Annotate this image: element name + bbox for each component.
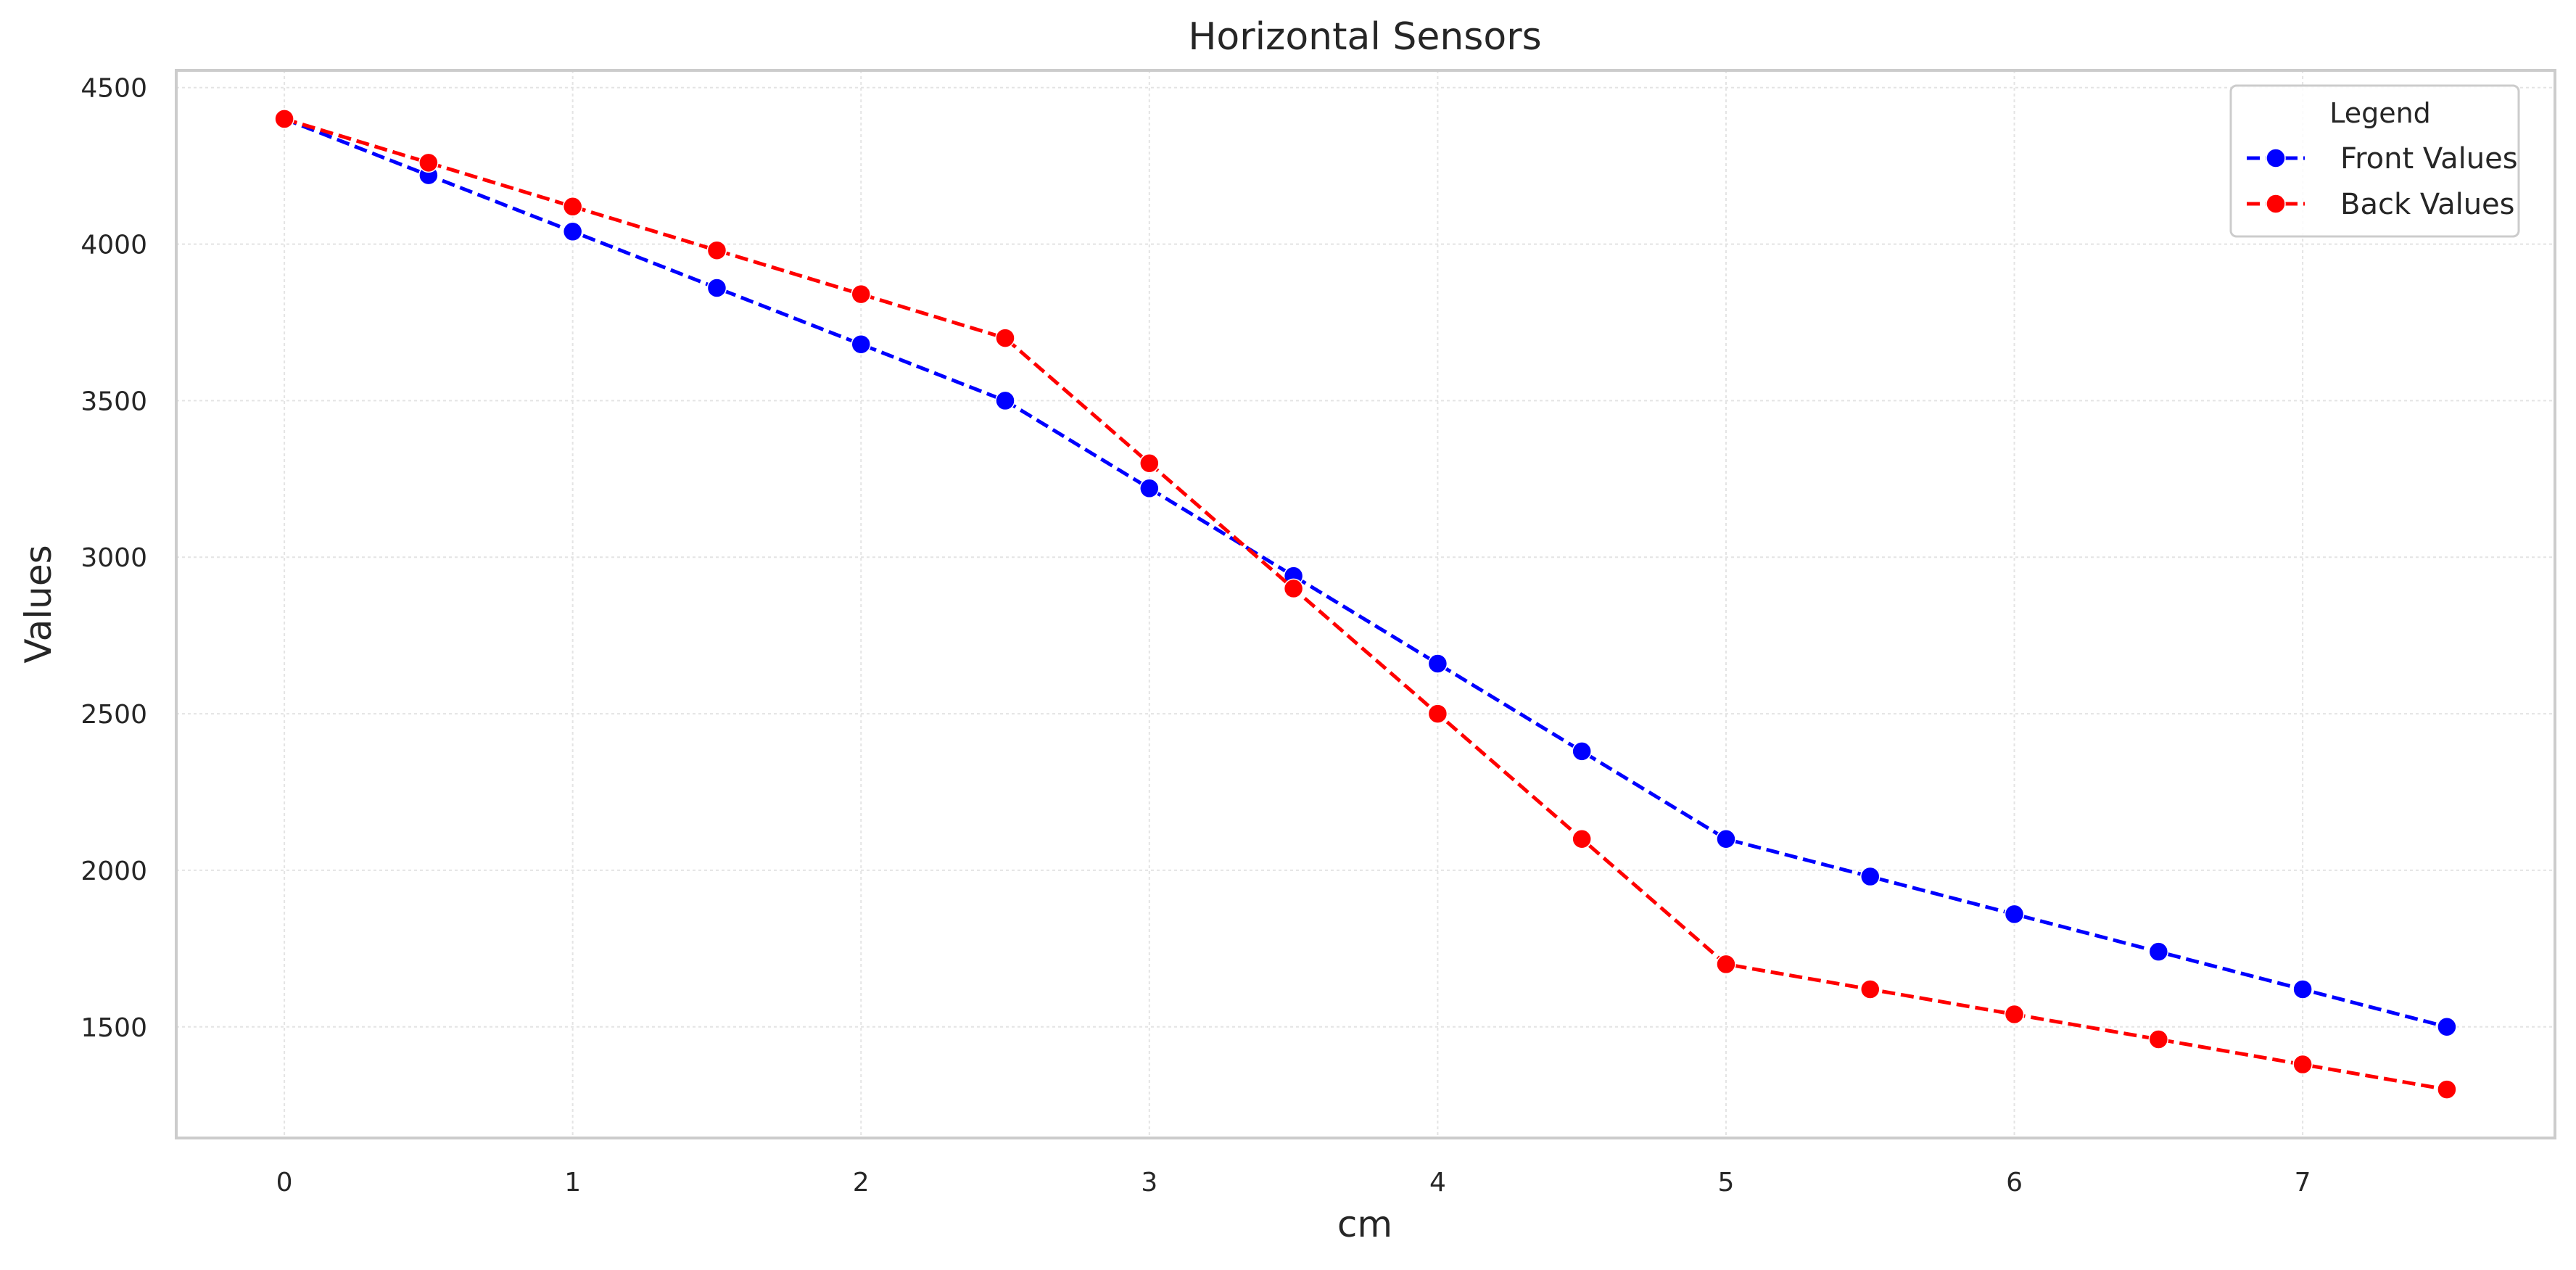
x-tick-label: 4 [1429, 1168, 1446, 1197]
x-tick-label: 1 [564, 1168, 581, 1197]
data-point [562, 197, 583, 217]
legend-label: Back Values [2340, 188, 2515, 221]
y-tick-label: 3000 [80, 543, 147, 573]
data-point [1860, 866, 1881, 887]
series-line [284, 117, 2448, 1029]
x-tick-label: 5 [1718, 1168, 1735, 1197]
series-layer [274, 109, 2457, 1100]
data-point [2148, 941, 2169, 962]
legend-entry: Front Values [2247, 142, 2518, 176]
y-axis-title: Values [17, 545, 59, 663]
x-axis-ticks: 0 1 2 3 4 5 6 7 [276, 1168, 2311, 1197]
legend-entry: Back Values [2247, 188, 2515, 221]
data-point [2437, 1079, 2457, 1100]
data-point [851, 284, 871, 305]
legend-title: Legend [2329, 97, 2431, 129]
x-tick-label: 6 [2006, 1168, 2023, 1197]
data-point [1716, 829, 1736, 849]
data-point [2292, 979, 2313, 999]
data-point [1860, 979, 1881, 999]
x-tick-label: 3 [1141, 1168, 1157, 1197]
y-tick-label: 3500 [80, 387, 147, 416]
legend-marker-swatch [2266, 148, 2286, 168]
data-point [706, 240, 727, 260]
legend: Legend Front Values Back Values [2229, 84, 2520, 238]
data-point [1283, 578, 1304, 599]
series-back-values [274, 109, 2457, 1100]
grid-lines [176, 70, 2555, 1138]
series-line [284, 117, 2448, 1092]
y-tick-label: 2500 [80, 700, 147, 730]
y-tick-label: 1500 [80, 1013, 147, 1043]
plot-frame [175, 69, 2556, 1139]
data-point [562, 221, 583, 242]
data-point [1139, 453, 1160, 474]
data-point [2437, 1017, 2457, 1037]
data-point [1572, 829, 1592, 849]
data-point [1427, 704, 1448, 724]
data-point [274, 109, 294, 129]
data-point [2292, 1054, 2313, 1075]
y-tick-label: 4000 [80, 231, 147, 260]
y-tick-label: 2000 [80, 857, 147, 886]
data-point [995, 328, 1015, 348]
legend-box [2229, 84, 2520, 238]
data-point [1572, 741, 1592, 762]
x-tick-label: 0 [276, 1168, 293, 1197]
data-point [851, 334, 871, 355]
x-axis-title: cm [1337, 1203, 1392, 1245]
data-point [1139, 478, 1160, 499]
data-point [2148, 1029, 2169, 1050]
data-point [2004, 1004, 2025, 1025]
x-tick-label: 2 [853, 1168, 870, 1197]
y-axis-ticks: 1500 2000 2500 3000 3500 4000 4500 [80, 74, 147, 1043]
chart-title: Horizontal Sensors [1188, 15, 1541, 59]
data-point [995, 390, 1015, 411]
data-point [418, 152, 439, 173]
legend-label: Front Values [2340, 142, 2518, 176]
data-point [2004, 904, 2025, 925]
x-tick-label: 7 [2295, 1168, 2311, 1197]
legend-marker-swatch [2266, 194, 2286, 214]
legend-entries: Front Values Back Values [2247, 142, 2518, 221]
data-point [1716, 954, 1736, 975]
data-point [706, 278, 727, 298]
data-point [1427, 653, 1448, 674]
y-tick-label: 4500 [80, 74, 147, 104]
